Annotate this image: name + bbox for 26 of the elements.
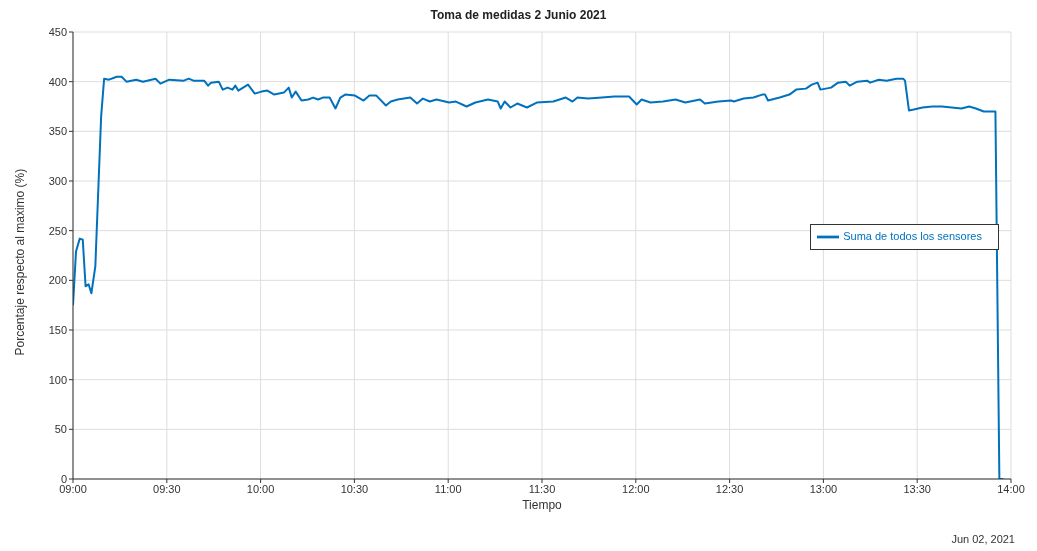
x-tick-label: 11:00 bbox=[434, 482, 462, 495]
x-tick-label: 12:30 bbox=[715, 482, 744, 495]
y-tick-label: 350 bbox=[48, 125, 67, 138]
y-axis-title: Porcentaje respecto al maximo (%) bbox=[13, 168, 28, 356]
x-tick-label: 13:00 bbox=[809, 482, 838, 495]
y-tick-label: 400 bbox=[48, 75, 67, 88]
y-tick-label: 50 bbox=[54, 423, 67, 436]
chart-title: Toma de medidas 2 Junio 2021 bbox=[429, 8, 608, 24]
legend-label: Suma de todos los sensores bbox=[843, 229, 982, 242]
text: Jun 02, 2021 bbox=[951, 533, 1015, 545]
x-tick-label: 12:00 bbox=[622, 482, 650, 495]
x-tick-label: 09:00 bbox=[59, 482, 87, 495]
x-tick-label: 09:30 bbox=[153, 482, 181, 495]
x-tick-label: 10:30 bbox=[340, 482, 369, 495]
y-tick-label: 250 bbox=[48, 224, 67, 237]
x-axis-title: Tiempo bbox=[522, 498, 563, 512]
y-tick-label: 300 bbox=[48, 174, 67, 187]
y-tick-label: 200 bbox=[48, 274, 67, 287]
x-tick-label: 14:00 bbox=[997, 482, 1025, 495]
y-tick-label: 150 bbox=[48, 323, 67, 336]
x-tick-label: 11:30 bbox=[528, 482, 556, 495]
y-tick-label: 0 bbox=[60, 472, 67, 485]
y-tick-label: 100 bbox=[48, 373, 67, 386]
x-tick-label: 13:30 bbox=[903, 482, 931, 495]
x-tick-label: 10:00 bbox=[246, 482, 275, 495]
y-tick-label: 450 bbox=[48, 25, 67, 38]
